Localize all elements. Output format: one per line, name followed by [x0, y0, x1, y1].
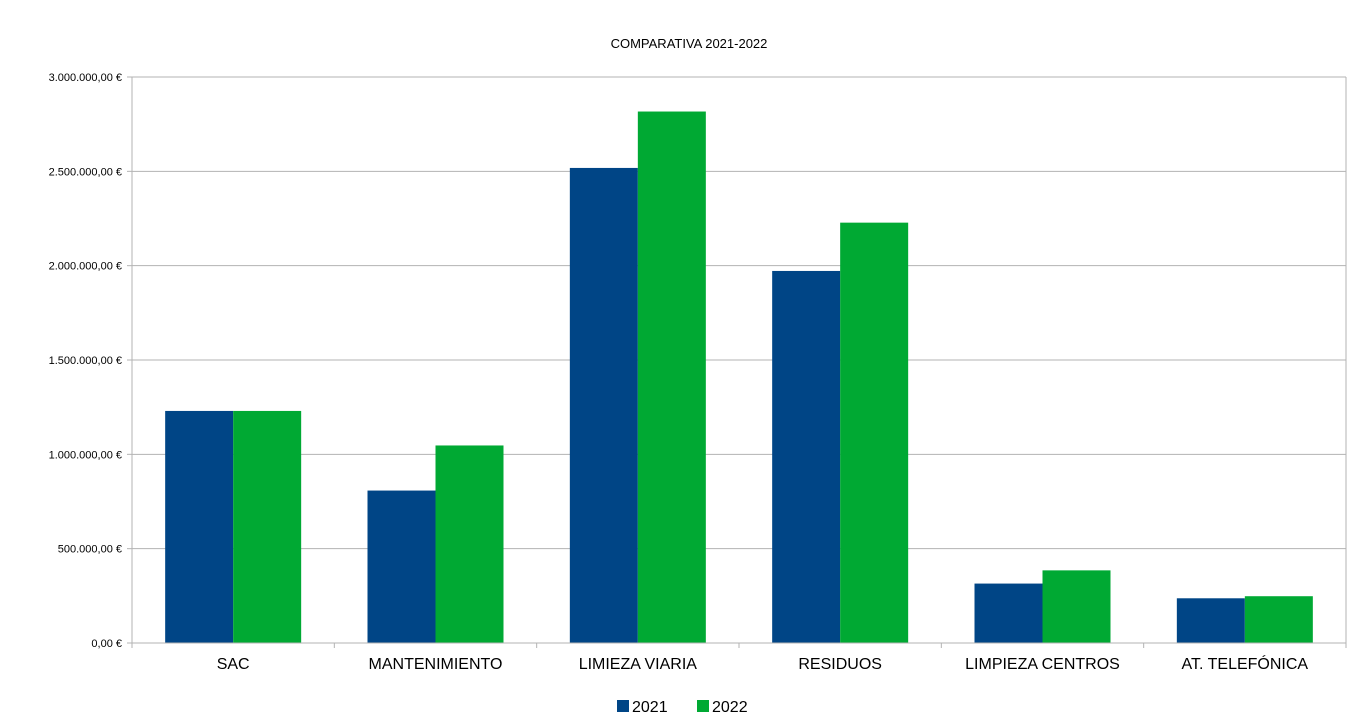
y-tick-label: 2.000.000,00 €: [49, 261, 122, 273]
bar-2022-0: [233, 410, 302, 643]
bar-2021-0: [165, 410, 234, 643]
y-tick-label: 1.000.000,00 €: [49, 449, 122, 461]
bar-2021-4: [974, 583, 1043, 643]
x-tick-label: MANTENIMIENTO: [369, 656, 503, 673]
x-tick-label: LIMPIEZA CENTROS: [965, 656, 1120, 673]
x-tick-label: AT. TELEFÓNICA: [1182, 654, 1309, 673]
bar-2021-1: [367, 490, 436, 643]
bar-2022-4: [1042, 570, 1111, 643]
y-tick-label: 0,00 €: [91, 638, 122, 650]
legend-swatch-2022: [697, 700, 709, 712]
x-tick-label: LIMIEZA VIARIA: [579, 656, 698, 673]
bar-2022-3: [840, 222, 909, 643]
x-tick-label: RESIDUOS: [798, 656, 882, 673]
bar-2022-2: [637, 111, 706, 643]
legend-swatch-2021: [617, 700, 629, 712]
bars: [165, 111, 1313, 644]
y-tick-label: 3.000.000,00 €: [49, 72, 122, 84]
y-tick-label: 1.500.000,00 €: [49, 355, 122, 367]
legend-label-2022: 2022: [712, 699, 748, 714]
grid-lines: [131, 76, 1347, 644]
chart-title: COMPARATIVA 2021-2022: [611, 36, 768, 51]
legend: 2021 2022: [617, 699, 748, 714]
x-tick-label: SAC: [217, 656, 250, 673]
y-tick-label: 2.500.000,00 €: [49, 166, 122, 178]
y-tick-label: 500.000,00 €: [58, 544, 122, 556]
bar-2022-5: [1244, 596, 1313, 643]
bar-2021-3: [772, 270, 841, 643]
x-axis: SAC MANTENIMIENTO LIMIEZA VIARIA RESIDUOS LI…: [131, 642, 1347, 673]
legend-label-2021: 2021: [632, 699, 668, 714]
bar-2021-5: [1176, 598, 1245, 643]
bar-2021-2: [569, 167, 638, 644]
bar-2022-1: [435, 445, 504, 643]
y-axis: 0,00 € 500.000,00 € 1.000.000,00 € 1.500.00…: [49, 72, 132, 650]
